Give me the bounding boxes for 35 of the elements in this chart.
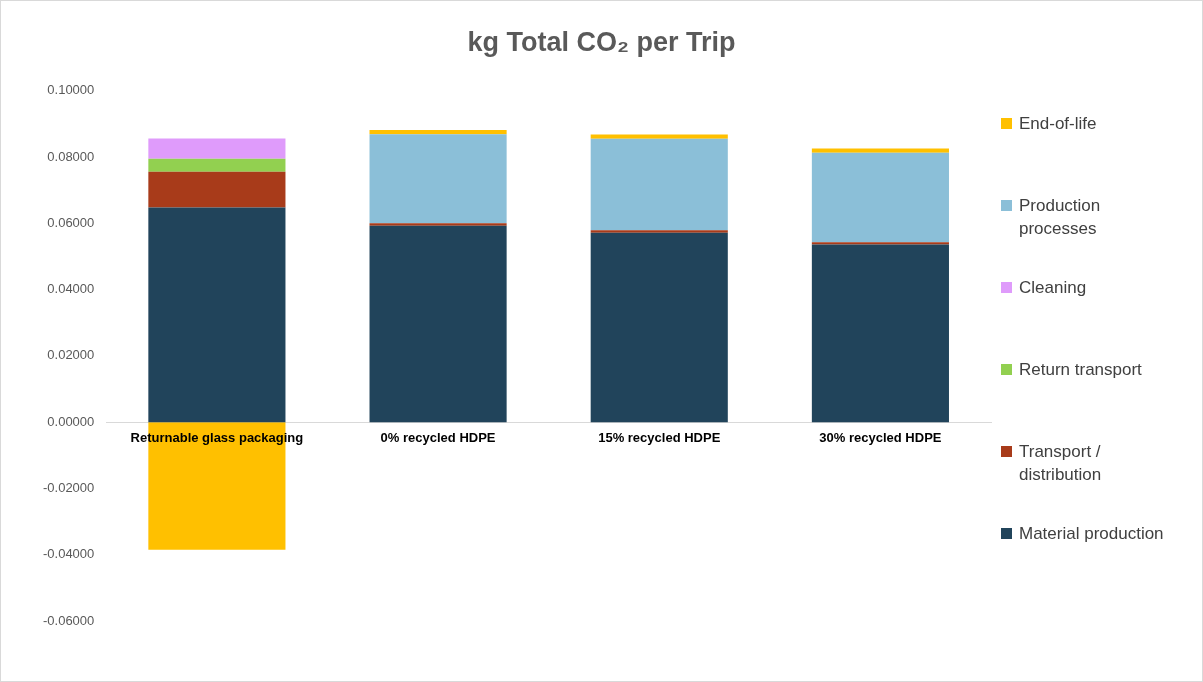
y-tick-label: -0.06000 — [42, 612, 95, 628]
legend-label: Production processes — [1019, 195, 1102, 240]
bar — [811, 148, 949, 153]
bar — [148, 158, 286, 172]
bar — [811, 242, 949, 245]
y-tick-label: 0.08000 — [47, 148, 95, 164]
y-tick-label: 0.00000 — [47, 413, 95, 429]
bar — [148, 138, 286, 159]
x-tick-label: 30% recycled HDPE — [819, 430, 942, 446]
legend-label: Transport / distribution — [1019, 441, 1103, 486]
y-tick-label: 0.10000 — [47, 82, 95, 98]
y-tick-label: 0.02000 — [47, 347, 95, 363]
bar — [590, 134, 728, 139]
chart-title: kg Total CO₂ per Trip — [466, 27, 737, 58]
y-tick-label: -0.02000 — [42, 480, 95, 496]
legend-label: Material production — [1019, 523, 1164, 545]
bar — [590, 138, 728, 231]
y-tick-label: -0.04000 — [42, 546, 95, 562]
legend-label: Return transport — [1019, 359, 1142, 381]
bar — [369, 223, 507, 226]
bar — [148, 207, 286, 423]
y-tick-label: 0.06000 — [47, 214, 95, 230]
bar — [369, 129, 507, 135]
y-tick-label: 0.04000 — [47, 281, 95, 297]
bar — [148, 171, 286, 208]
bar — [369, 134, 507, 224]
x-tick-label: 15% recycled HDPE — [598, 430, 721, 446]
bar — [590, 230, 728, 233]
legend-label: End-of-life — [1019, 113, 1097, 135]
x-tick-label: 0% recycled HDPE — [380, 430, 496, 446]
legend-label: Cleaning — [1019, 277, 1087, 299]
bar — [590, 232, 728, 423]
bar — [811, 244, 949, 423]
bar — [369, 225, 507, 423]
bar — [811, 152, 949, 243]
